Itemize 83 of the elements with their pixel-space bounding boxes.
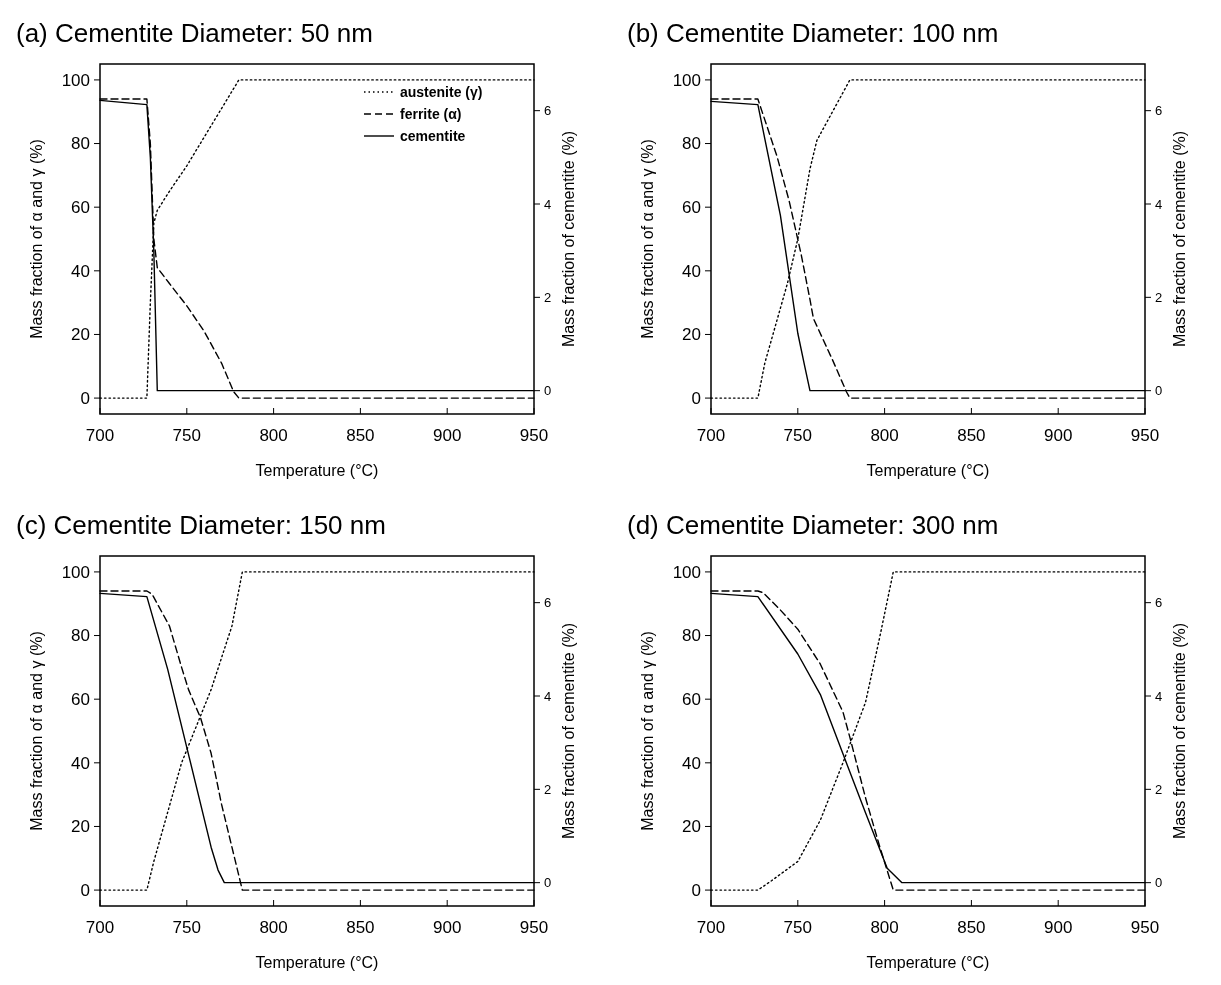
y2-tick-label: 0: [1155, 875, 1163, 891]
y-tick-label: 20: [682, 325, 701, 345]
y-axis-title: Mass fraction of α and γ (%): [639, 139, 656, 339]
x-tick-label: 950: [519, 426, 549, 445]
x-tick-label: 750: [172, 426, 201, 445]
y2-axis-title: Mass fraction of cementite (%): [560, 622, 577, 840]
y-axis-title: Mass fraction of α and γ (%): [28, 139, 45, 339]
chart-title: (b) Cementite Diameter: 100 nm: [627, 18, 999, 48]
y-tick-label: 0: [80, 881, 90, 901]
y2-axis-title: Mass fraction of cementite (%): [1171, 622, 1188, 840]
y2-tick-label: 6: [1155, 103, 1163, 119]
legend-label: ferrite (α): [400, 105, 462, 122]
y2-tick-label: 6: [1155, 595, 1163, 611]
y-tick-label: 20: [682, 817, 701, 837]
y-tick-label: 40: [682, 753, 701, 773]
x-axis-title: Temperature (°C): [866, 954, 990, 971]
y2-tick-label: 0: [544, 383, 552, 399]
y2-tick-label: 0: [1155, 383, 1163, 399]
y-tick-label: 40: [682, 261, 701, 281]
y-tick-label: 80: [71, 626, 90, 646]
x-tick-label: 950: [519, 918, 549, 937]
x-tick-label: 800: [259, 918, 288, 937]
y-tick-label: 20: [71, 817, 90, 837]
x-axis-title: Temperature (°C): [255, 954, 379, 971]
y2-tick-label: 2: [544, 289, 552, 305]
x-axis-title: Temperature (°C): [255, 462, 379, 479]
y2-tick-label: 4: [1155, 688, 1163, 704]
x-tick-label: 700: [696, 426, 726, 445]
y-tick-label: 40: [71, 753, 90, 773]
x-tick-label: 700: [85, 918, 115, 937]
y2-tick-label: 0: [544, 875, 552, 891]
x-tick-label: 950: [1130, 918, 1160, 937]
y-tick-label: 100: [61, 562, 90, 582]
y-tick-label: 100: [61, 70, 90, 90]
y2-tick-label: 4: [544, 688, 552, 704]
x-tick-label: 700: [85, 426, 115, 445]
x-tick-label: 800: [870, 426, 899, 445]
x-tick-label: 850: [957, 918, 986, 937]
y-axis-title: Mass fraction of α and γ (%): [639, 631, 656, 831]
x-tick-label: 750: [783, 426, 812, 445]
y-tick-label: 60: [71, 690, 90, 710]
chart-title: (a) Cementite Diameter: 50 nm: [16, 18, 373, 48]
y-tick-label: 80: [682, 134, 701, 154]
y-tick-label: 60: [682, 198, 701, 218]
y2-axis-title: Mass fraction of cementite (%): [1171, 130, 1188, 348]
chart-title: (d) Cementite Diameter: 300 nm: [627, 510, 999, 540]
y-tick-label: 0: [691, 881, 701, 901]
y-tick-label: 100: [672, 562, 701, 582]
x-tick-label: 800: [259, 426, 288, 445]
y-tick-label: 40: [71, 261, 90, 281]
x-tick-label: 800: [870, 918, 899, 937]
x-tick-label: 850: [346, 918, 375, 937]
y-tick-label: 0: [691, 389, 701, 409]
x-tick-label: 750: [783, 918, 812, 937]
legend-label: austenite (γ): [400, 83, 483, 100]
x-tick-label: 850: [346, 426, 375, 445]
y-tick-label: 60: [71, 198, 90, 218]
y2-tick-label: 2: [544, 781, 552, 797]
y2-tick-label: 2: [1155, 289, 1163, 305]
y-tick-label: 100: [672, 70, 701, 90]
y-tick-label: 80: [682, 626, 701, 646]
y2-tick-label: 6: [544, 595, 552, 611]
y2-tick-label: 2: [1155, 781, 1163, 797]
x-tick-label: 700: [696, 918, 726, 937]
y-tick-label: 0: [80, 389, 90, 409]
y2-tick-label: 4: [544, 196, 552, 212]
x-tick-label: 900: [433, 918, 462, 937]
y-axis-title: Mass fraction of α and γ (%): [28, 631, 45, 831]
y-tick-label: 20: [71, 325, 90, 345]
y2-axis-title: Mass fraction of cementite (%): [560, 130, 577, 348]
x-tick-label: 900: [1044, 918, 1073, 937]
y-tick-label: 80: [71, 134, 90, 154]
x-tick-label: 750: [172, 918, 201, 937]
x-tick-label: 850: [957, 426, 986, 445]
y-tick-label: 60: [682, 690, 701, 710]
x-tick-label: 900: [1044, 426, 1073, 445]
y2-tick-label: 4: [1155, 196, 1163, 212]
x-axis-title: Temperature (°C): [866, 462, 990, 479]
legend-label: cementite: [400, 127, 466, 144]
chart-title: (c) Cementite Diameter: 150 nm: [16, 510, 386, 540]
x-tick-label: 950: [1130, 426, 1160, 445]
y2-tick-label: 6: [544, 103, 552, 119]
x-tick-label: 900: [433, 426, 462, 445]
